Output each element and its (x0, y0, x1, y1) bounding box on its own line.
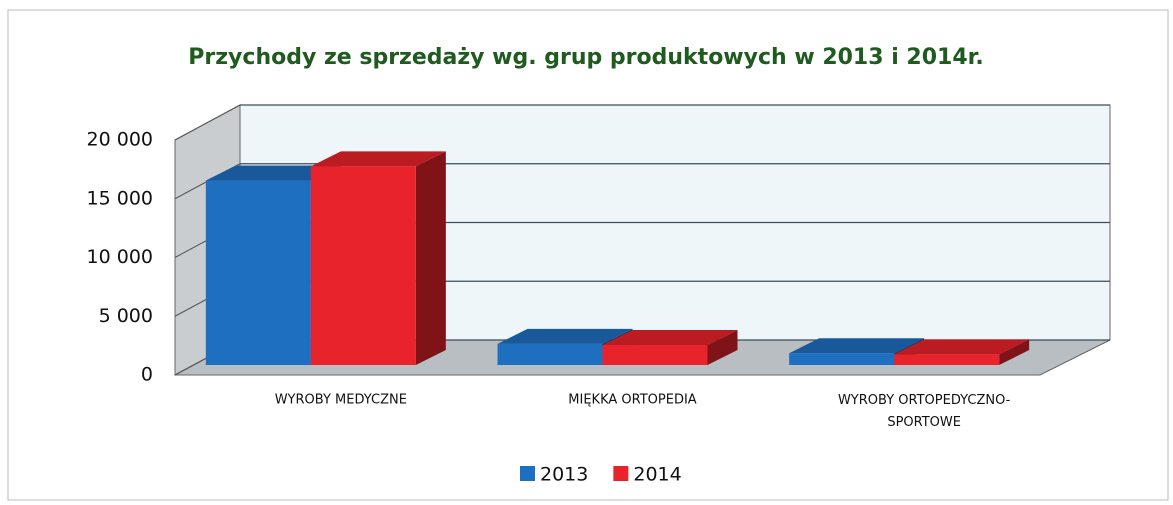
x-tick-label: WYROBY MEDYCZNE (275, 393, 407, 408)
bar (602, 345, 708, 365)
bar-top (602, 330, 738, 346)
y-tick-label: 15 000 (87, 187, 153, 209)
x-tick-label-line: SPORTOWE (887, 415, 961, 430)
bar-top (497, 328, 633, 344)
bar-side (415, 151, 446, 365)
legend-swatch (520, 466, 535, 481)
bar-top (894, 339, 1030, 355)
bar (205, 180, 311, 365)
bar (497, 343, 603, 365)
y-tick-label: 5 000 (99, 305, 153, 327)
bar (310, 166, 416, 365)
bar-top (205, 165, 341, 181)
chart-title: Przychody ze sprzedaży wg. grup produkto… (188, 45, 983, 70)
x-tick-label-line: WYROBY ORTOPEDYCZNO- (838, 393, 1011, 408)
x-tick-label: MIĘKKA ORTOPEDIA (568, 393, 697, 408)
y-tick-label: 20 000 (87, 129, 153, 151)
bar-top (789, 338, 925, 354)
bar (789, 353, 895, 365)
bar (894, 354, 1000, 365)
y-tick-label: 0 (141, 364, 153, 386)
grid-line (174, 104, 241, 141)
y-tick-label: 10 000 (87, 246, 153, 268)
legend-swatch (613, 466, 629, 481)
legend-label: 2014 (633, 464, 681, 486)
bar-top (310, 151, 446, 167)
x-tick-label: WYROBY ORTOPEDYCZNO- SPORTOWE (838, 393, 1011, 430)
bar-side (707, 330, 738, 365)
bar-side (999, 339, 1030, 365)
legend-label: 2013 (540, 464, 588, 486)
